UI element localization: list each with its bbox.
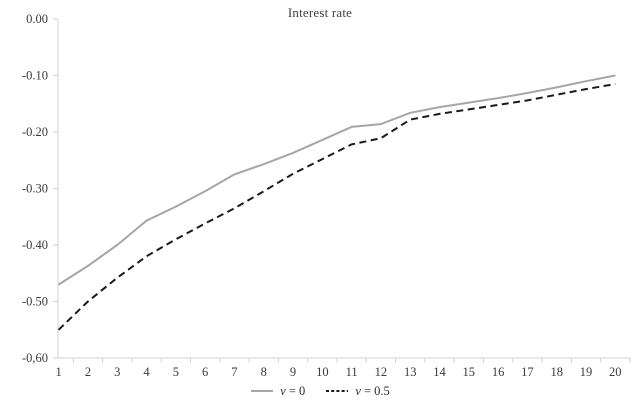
x-axis-label: 14 (433, 365, 446, 379)
series-line-v05 (57, 83, 616, 331)
y-axis-label: -0.30 (22, 182, 48, 196)
legend-item-v0: v = 0 (250, 384, 305, 399)
x-axis-label: 1 (56, 365, 62, 379)
x-axis-label: 9 (290, 365, 296, 379)
x-axis-label: 16 (492, 365, 505, 379)
x-axis-label: 2 (85, 365, 91, 379)
legend-label-v0: v = 0 (280, 383, 306, 398)
x-axis-label: 8 (261, 365, 267, 379)
x-axis-label: 11 (346, 365, 358, 379)
legend: v = 0 v = 0.5 (0, 381, 640, 401)
x-axis-label: 19 (580, 365, 593, 379)
x-axis-label: 12 (375, 365, 388, 379)
y-axis-label: -0.50 (22, 295, 48, 309)
y-axis-label: -0.10 (22, 69, 48, 83)
legend-label-v05: v = 0.5 (355, 383, 390, 398)
legend-item-v05: v = 0.5 (325, 384, 390, 399)
legend-swatch-dashed-line (326, 390, 349, 392)
x-axis-label: 18 (550, 365, 563, 379)
x-axis-label: 17 (521, 365, 534, 379)
y-axis-label: 0.00 (26, 12, 48, 26)
y-axis-label: -0,60 (22, 351, 48, 365)
x-axis-label: 20 (609, 365, 622, 379)
x-axis-label: 4 (143, 365, 150, 379)
x-axis-label: 6 (202, 365, 208, 379)
series-line-v0 (58, 74, 616, 286)
chart-title: Interest rate (287, 5, 353, 20)
x-axis-label: 10 (316, 365, 329, 379)
x-axis-label: 15 (463, 365, 476, 379)
y-axis-label: -0.20 (22, 125, 48, 139)
y-axis-label: -0.40 (22, 238, 48, 252)
x-axis-label: 13 (404, 365, 417, 379)
x-axis-label: 5 (173, 365, 179, 379)
legend-swatch-solid-line (251, 390, 274, 392)
x-axis-label: 7 (231, 365, 237, 379)
x-axis-label: 3 (114, 365, 120, 379)
